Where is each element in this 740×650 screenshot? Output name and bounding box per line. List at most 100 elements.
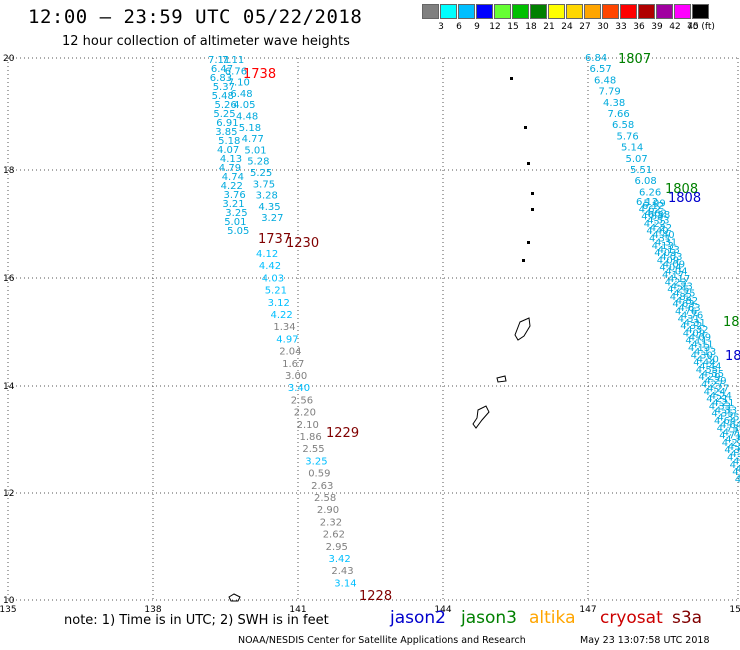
satellite-label-jason3: jason3 [461, 608, 517, 628]
satellite-label-jason2: jason2 [390, 608, 446, 628]
swh-value: 4.42 [736, 464, 740, 475]
pass-time-label: 1808 [665, 182, 698, 197]
legend-swatch: 24 [561, 4, 583, 32]
pass-time-label: 1228 [359, 589, 392, 604]
swh-value: 6.91 [216, 118, 238, 129]
lon-tick-label: 147 [579, 605, 596, 615]
lat-tick-label: 14 [3, 382, 15, 392]
island-small [522, 259, 525, 262]
swh-value: 5.01 [224, 217, 246, 228]
swh-value: 4.22 [728, 442, 740, 453]
legend-label: 12 [489, 22, 501, 32]
swh-value: 4.38 [733, 457, 740, 468]
swh-value: 5.51 [630, 165, 652, 176]
swh-value: 4.21 [706, 394, 728, 405]
swh-value: 2.43 [331, 566, 353, 577]
swh-value: 4.13 [694, 347, 716, 358]
swh-value: 4.21 [712, 398, 734, 409]
legend-label: 36 [633, 22, 645, 32]
swh-value: 4.53 [641, 212, 663, 223]
legend-swatch [422, 4, 439, 19]
swh-value: 2.10 [297, 420, 319, 431]
swh-value: 4.09 [657, 255, 679, 266]
legend-swatch: 12 [489, 4, 511, 32]
legend-label: 15 [507, 22, 519, 32]
swh-value: 6.12 [642, 201, 664, 212]
swh-value: 3.14 [334, 578, 356, 589]
swh-value: 4.55 [696, 365, 718, 376]
legend-label: 33 [615, 22, 627, 32]
swh-value: 4.04 [665, 267, 687, 278]
swh-value: 4.25 [667, 285, 689, 296]
swh-value: 7.11 [222, 55, 244, 66]
swh-value: 3.25 [225, 208, 247, 219]
swh-value: 4.03 [660, 252, 682, 263]
swh-value: 5.05 [227, 226, 249, 237]
swh-value: 5.76 [617, 131, 639, 142]
swh-value: 4.79 [219, 163, 241, 174]
swh-value: 7.10 [228, 78, 250, 89]
swh-value: 3.12 [268, 298, 290, 309]
legend-label: 27 [579, 22, 591, 32]
legend-swatch: 33 [615, 4, 637, 32]
lat-tick-label: 20 [3, 54, 15, 64]
satellite-label-altika: altika [529, 608, 576, 628]
island-small [531, 208, 534, 211]
legend-swatch: 9 [474, 4, 493, 32]
swh-value: 4.48 [236, 112, 258, 123]
satellite-label-cryosat: cryosat [600, 608, 663, 628]
swh-value: 4.62 [639, 204, 661, 215]
swh-value: 4.24 [710, 391, 732, 402]
swh-value: 6.26 [639, 187, 661, 198]
swh-value: 4.11 [691, 340, 713, 351]
swh-value: 4.42 [259, 261, 281, 272]
swh-value: 4.38 [727, 453, 740, 464]
legend-swatch: 18 [525, 4, 547, 32]
swh-value: 4.22 [722, 438, 740, 449]
pass-time-label: 1807 [618, 52, 651, 67]
legend-label: 42 [669, 22, 681, 32]
swh-value: 4.56 [738, 471, 740, 482]
swh-value: 5.01 [244, 145, 266, 156]
swh-value: 4.77 [242, 134, 264, 145]
swh-value: 5.07 [626, 154, 648, 165]
swh-value: 4.40 [652, 230, 674, 241]
legend-swatch: 21 [543, 4, 565, 32]
swh-value: 3.00 [285, 371, 307, 382]
legend-swatch: 15 [507, 4, 529, 32]
legend-label: 21 [543, 22, 555, 32]
swh-value: 6.84 [585, 53, 607, 64]
swh-value: 4.35 [730, 449, 740, 460]
pass-time-label: 1738 [243, 67, 276, 82]
lat-tick-label: 10 [3, 596, 15, 606]
legend-unit: 70 (ft) [687, 22, 715, 32]
swh-value: 4.27 [701, 380, 723, 391]
swh-value: 4.63 [678, 303, 700, 314]
swh-value: 4.38 [603, 98, 625, 109]
swh-value: 4.76 [681, 311, 703, 322]
lon-tick-label: 135 [0, 605, 17, 615]
swh-value: 4.13 [652, 241, 674, 252]
legend-swatch: 30 [597, 4, 619, 32]
swh-value: 4.13 [658, 245, 680, 256]
legend-swatch: 42 [669, 4, 691, 32]
swh-value: 5.18 [239, 123, 261, 134]
swh-value: 4.35 [711, 409, 733, 420]
swh-value: 4.42 [730, 460, 740, 471]
swh-value: 4.31 [684, 318, 706, 329]
island-small [524, 126, 527, 129]
pass-time-label: 1737 [258, 232, 291, 247]
legend-swatch: 36 [633, 4, 655, 32]
swh-value: 4.12 [256, 249, 278, 260]
swh-value: 4.35 [724, 445, 740, 456]
swh-value: 3.21 [222, 199, 244, 210]
swh-value: 4.22 [221, 181, 243, 192]
swh-value: 4.56 [732, 467, 740, 478]
swh-value: 4.97 [276, 334, 298, 345]
swh-value: 3.27 [261, 213, 283, 224]
swh-value: 3.28 [256, 191, 278, 202]
swh-value: 4.09 [689, 332, 711, 343]
legend-label: 30 [597, 22, 609, 32]
swh-value: 6.48 [594, 75, 616, 86]
swh-value: 4.11 [685, 336, 707, 347]
